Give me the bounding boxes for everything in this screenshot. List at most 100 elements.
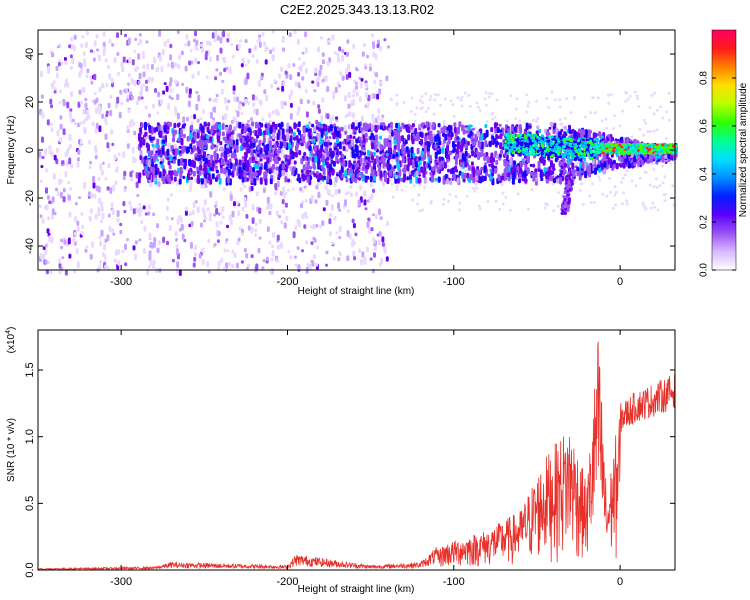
heatmap-cell (430, 137, 433, 145)
heatmap-cell (375, 214, 378, 219)
heatmap-cell (96, 123, 99, 129)
heatmap-cell (244, 248, 247, 253)
heatmap-cell (246, 135, 249, 140)
heatmap-cell (370, 257, 373, 260)
heatmap-cell (159, 55, 162, 62)
heatmap-cell (433, 98, 436, 101)
heatmap-cell (306, 170, 309, 174)
heatmap-cell (174, 62, 177, 67)
heatmap-cell (221, 80, 224, 83)
heatmap-cell (479, 177, 482, 184)
heatmap-cell (138, 133, 141, 140)
heatmap-cell (231, 250, 234, 254)
heatmap-cell (555, 158, 558, 163)
heatmap-cell (424, 146, 427, 153)
heatmap-cell (312, 237, 315, 241)
heatmap-cell (653, 206, 656, 209)
heatmap-cell (513, 134, 516, 137)
heatmap-cell (604, 118, 607, 121)
heatmap-cell (168, 161, 171, 166)
heatmap-cell (94, 40, 97, 47)
heatmap-cell (177, 64, 180, 69)
heatmap-cell (475, 187, 478, 190)
heatmap-cell (467, 94, 470, 97)
heatmap-cell (194, 245, 197, 251)
heatmap-cell (252, 130, 255, 133)
heatmap-cell (338, 209, 341, 212)
heatmap-cell (280, 100, 283, 106)
heatmap-cell (526, 104, 529, 107)
heatmap-cell (210, 112, 213, 119)
heatmap-cell (105, 114, 108, 118)
heatmap-cell (355, 67, 358, 71)
heatmap-cell (329, 179, 332, 185)
heatmap-cell (344, 131, 347, 135)
heatmap-cell (193, 145, 196, 152)
heatmap-cell (599, 179, 602, 182)
heatmap-cell (271, 154, 274, 158)
heatmap-cell (277, 181, 280, 188)
heatmap-cell (216, 94, 219, 97)
heatmap-cell (47, 216, 50, 220)
heatmap-cell (158, 240, 161, 245)
heatmap-cell (598, 176, 601, 179)
heatmap-cell (261, 117, 264, 121)
heatmap-cell (477, 106, 480, 109)
heatmap-cell (148, 77, 151, 83)
heatmap-cell (259, 129, 262, 136)
heatmap-cell (379, 231, 382, 237)
heatmap-cell (397, 164, 400, 172)
heatmap-cell (89, 166, 92, 169)
heatmap-cell (73, 45, 76, 51)
heatmap-cell (132, 157, 135, 164)
heatmap-cell (320, 115, 323, 122)
heatmap-cell (315, 263, 318, 267)
heatmap-cell (312, 162, 315, 169)
heatmap-cell (177, 113, 180, 120)
heatmap-cell (636, 95, 639, 98)
heatmap-cell (594, 133, 597, 138)
heatmap-cell (270, 84, 273, 89)
heatmap-cell (145, 40, 148, 43)
heatmap-cell (121, 66, 124, 73)
heatmap-cell (326, 142, 329, 148)
heatmap-cell (308, 146, 311, 152)
heatmap-cell (325, 75, 328, 82)
heatmap-cell (293, 166, 296, 170)
heatmap-cell (88, 140, 91, 145)
heatmap-cell (395, 94, 398, 97)
heatmap-cell (222, 123, 225, 130)
heatmap-cell (80, 44, 83, 48)
heatmap-cell (661, 117, 664, 120)
heatmap-cell (339, 226, 342, 232)
heatmap-cell (128, 57, 131, 64)
heatmap-cell (111, 228, 114, 233)
heatmap-cell (344, 125, 347, 132)
heatmap-cell (379, 46, 382, 52)
heatmap-cell (382, 242, 385, 247)
heatmap-cell (86, 31, 89, 35)
heatmap-cell (495, 122, 498, 126)
heatmap-cell (209, 57, 212, 63)
heatmap-cell (101, 170, 104, 176)
heatmap-cell (350, 193, 353, 198)
heatmap-cell (206, 40, 209, 45)
heatmap-cell (260, 158, 263, 161)
heatmap-cell (202, 109, 205, 113)
heatmap-cell (312, 138, 315, 143)
heatmap-cell (100, 220, 103, 224)
heatmap-cell (160, 66, 163, 73)
heatmap-cell (275, 124, 278, 130)
heatmap-cell (389, 170, 392, 177)
heatmap-cell (169, 44, 172, 49)
heatmap-cell (69, 187, 72, 191)
heatmap-cell (437, 150, 440, 155)
heatmap-cell (256, 59, 259, 64)
heatmap-cell (334, 51, 337, 55)
heatmap-cell (610, 162, 613, 169)
heatmap-cell (297, 111, 300, 116)
heatmap-cell (236, 263, 239, 269)
heatmap-cell (338, 84, 341, 87)
heatmap-cell (58, 259, 61, 264)
heatmap-cell (86, 69, 89, 74)
